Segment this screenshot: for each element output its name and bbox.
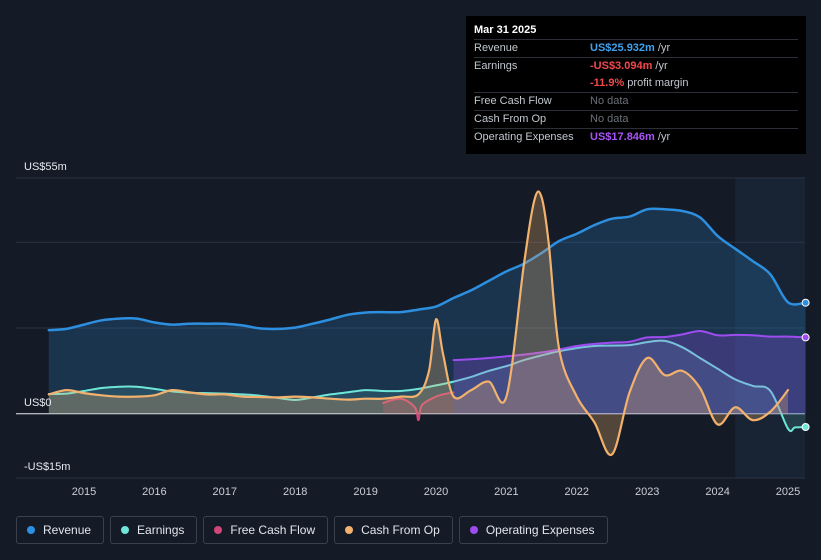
operating-expenses-end-point (801, 333, 810, 342)
axis-layer: US$55m US$0 -US$15m 2015 2016 2017 2018 2019 202… (24, 161, 800, 498)
tooltip-label: Free Cash Flow (474, 95, 552, 107)
tooltip-unit: /yr (652, 60, 668, 72)
tooltip-row-revenue: Revenue US$25.932m /yr (474, 39, 798, 57)
tooltip-row-cfo: Cash From Op No data (474, 110, 798, 128)
x-tick-label: 2016 (142, 486, 166, 498)
tooltip-label (474, 75, 590, 92)
legend-item-operating-expenses[interactable]: Operating Expenses (458, 516, 608, 544)
revenue-area (48, 208, 806, 414)
legend-label: Free Cash Flow (230, 523, 316, 537)
legend-dot-icon (121, 526, 130, 534)
cash-from-op-area (48, 191, 789, 456)
cash-from-op-line (47, 190, 790, 456)
tooltip-value: US$17.846m (590, 131, 655, 143)
tooltip-label: Operating Expenses (474, 131, 574, 143)
tooltip-label: Cash From Op (474, 113, 547, 125)
x-tick-label: 2020 (424, 486, 448, 498)
earnings-area (48, 340, 806, 432)
earnings-end-point (801, 423, 810, 431)
y-axis-label: US$0 (24, 397, 52, 409)
data-tooltip: Mar 31 2025 Revenue US$25.932m /yr Earni… (466, 16, 806, 154)
tooltip-value: No data (590, 113, 629, 125)
y-axis-label: -US$15m (24, 461, 70, 473)
x-tick-label: 2018 (283, 486, 307, 498)
tooltip-value: US$25.932m (590, 42, 655, 54)
legend-label: Revenue (43, 523, 92, 537)
x-tick-label: 2015 (72, 486, 96, 498)
legend-dot-icon (345, 526, 354, 534)
free-cash-flow-line (382, 391, 455, 422)
gridlines (16, 177, 805, 479)
legend-dot-icon (214, 526, 223, 534)
legend-dot-icon (27, 526, 35, 534)
x-tick-label: 2021 (494, 486, 518, 498)
tooltip-label: Revenue (474, 42, 519, 54)
legend-label: Earnings (137, 523, 185, 537)
y-axis-label: US$55m (24, 161, 67, 173)
tooltip-value: No data (590, 95, 629, 107)
legend-dot-icon (469, 526, 478, 534)
tooltip-value: -11.9% (590, 77, 625, 89)
tooltip-row-fcf: Free Cash Flow No data (474, 92, 798, 110)
x-tick-label: 2022 (565, 486, 589, 498)
tooltip-row-margin: -11.9% profit margin (474, 75, 798, 92)
x-tick-label: 2023 (635, 486, 659, 498)
tooltip-value: -US$3.094m (590, 60, 653, 72)
tooltip-unit: /yr (654, 131, 671, 143)
x-tick-label: 2024 (705, 486, 729, 498)
tooltip-label: Earnings (474, 60, 518, 72)
legend-item-revenue[interactable]: Revenue (16, 516, 105, 544)
x-tick-label: 2019 (353, 486, 377, 498)
earnings-line (47, 339, 807, 433)
legend-label: Operating Expenses (485, 523, 595, 537)
tooltip-date: Mar 31 2025 (474, 24, 537, 36)
tooltip-row-opex: Operating Expenses US$17.846m /yr (474, 128, 798, 146)
series-layer (47, 190, 810, 456)
x-tick-label: 2025 (776, 486, 800, 498)
tooltip-row-earnings: Earnings -US$3.094m /yr (474, 57, 798, 75)
revenue-line (47, 207, 807, 332)
legend-item-earnings[interactable]: Earnings (110, 516, 198, 544)
legend: Revenue Earnings Free Cash Flow Cash Fro… (16, 516, 608, 544)
operating-expenses-area (453, 330, 806, 414)
revenue-end-point (801, 298, 810, 307)
legend-label: Cash From Op (361, 523, 440, 537)
tooltip-unit: /yr (654, 42, 671, 54)
operating-expenses-line (452, 329, 807, 362)
x-tick-label: 2017 (213, 486, 237, 498)
legend-item-free-cash-flow[interactable]: Free Cash Flow (203, 516, 329, 544)
legend-item-cash-from-op[interactable]: Cash From Op (334, 516, 453, 544)
tooltip-unit: profit margin (624, 77, 689, 89)
